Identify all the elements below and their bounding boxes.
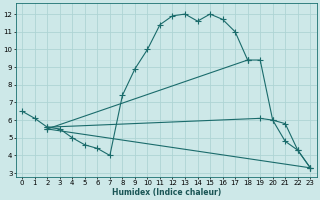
X-axis label: Humidex (Indice chaleur): Humidex (Indice chaleur) <box>112 188 221 197</box>
